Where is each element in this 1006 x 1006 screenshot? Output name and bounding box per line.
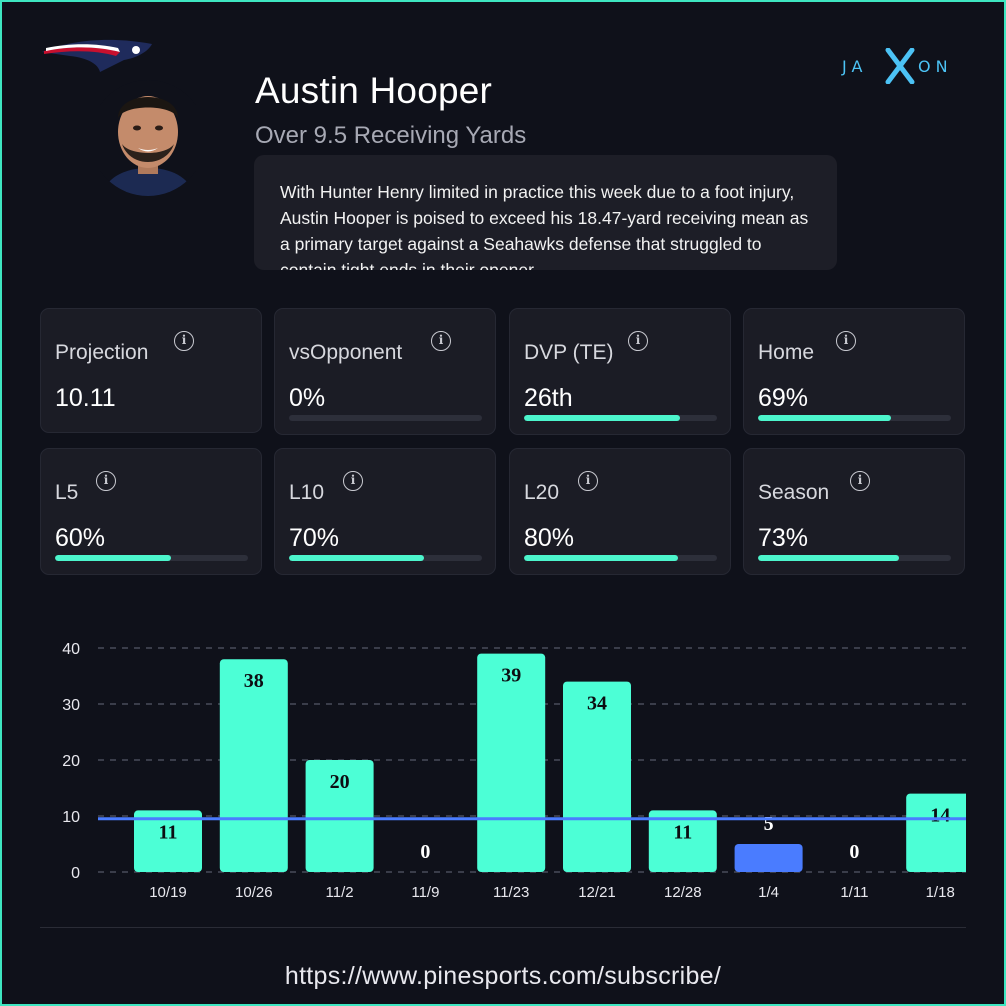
bar-value-label: 11 — [159, 821, 178, 843]
y-tick-label: 30 — [62, 697, 80, 714]
stat-value: 80% — [524, 524, 575, 552]
jaxon-logo: JA ON — [841, 48, 953, 84]
progress-track — [758, 415, 951, 421]
y-tick-label: 40 — [62, 641, 80, 658]
progress-track — [289, 555, 482, 561]
stat-value: 26th — [524, 384, 573, 412]
bar — [134, 810, 202, 872]
x-tick-label: 11/23 — [493, 884, 529, 901]
bar-value-label: 5 — [764, 813, 774, 835]
bar — [734, 844, 803, 872]
bar-value-label: 11 — [673, 821, 692, 843]
stat-label: Projection — [55, 341, 149, 364]
bar-value-label: 20 — [330, 771, 350, 793]
stat-label: DVP (TE) — [524, 341, 614, 364]
bar-value-label: 38 — [244, 670, 264, 692]
bar — [563, 681, 631, 872]
stat-card-l10: L10 i 70% — [274, 448, 496, 575]
info-icon[interactable]: i — [578, 471, 598, 491]
info-icon[interactable]: i — [431, 331, 451, 351]
player-avatar — [100, 80, 196, 196]
x-tick-label: 12/28 — [664, 884, 702, 901]
progress-fill — [289, 555, 425, 561]
analysis-text: With Hunter Henry limited in practice th… — [280, 182, 809, 270]
y-tick-label: 0 — [71, 865, 80, 882]
divider — [40, 927, 966, 928]
progress-track — [758, 555, 951, 561]
bar-value-label: 14 — [930, 805, 950, 827]
info-icon[interactable]: i — [174, 331, 194, 351]
prop-line: Over 9.5 Receiving Yards — [255, 122, 527, 149]
team-logo — [42, 39, 152, 72]
game-log-chart: 0 10 20 30 40 11 10/19 38 10/26 20 11/2 0 11/9 39 11/2… — [62, 641, 966, 901]
stat-label: L10 — [289, 481, 325, 504]
x-tick-label: 11/2 — [326, 884, 354, 901]
stat-value: 0% — [289, 384, 326, 412]
progress-fill — [55, 555, 171, 561]
progress-fill — [758, 415, 892, 421]
stat-value: 73% — [758, 524, 809, 552]
info-icon[interactable]: i — [343, 471, 363, 491]
stat-card-dvp: DVP (TE) i 26th — [509, 308, 731, 435]
bar-value-label: 0 — [420, 841, 430, 863]
player-name: Austin Hooper — [255, 70, 493, 111]
x-tick-label: 11/9 — [411, 884, 439, 901]
stat-value: 10.11 — [55, 384, 116, 412]
info-icon[interactable]: i — [850, 471, 870, 491]
bar — [305, 760, 374, 872]
info-icon[interactable]: i — [96, 471, 116, 491]
x-tick-label: 1/4 — [758, 884, 779, 901]
progress-track — [524, 415, 717, 421]
progress-fill — [524, 555, 679, 561]
x-tick-label: 10/26 — [235, 884, 273, 901]
x-tick-label: 10/19 — [149, 884, 187, 901]
progress-track — [55, 555, 248, 561]
progress-fill — [524, 415, 681, 421]
progress-track — [289, 415, 482, 421]
stat-label: L20 — [524, 481, 560, 504]
svg-text:JA: JA — [841, 57, 867, 76]
stat-value: 70% — [289, 524, 340, 552]
stat-value: 60% — [55, 524, 106, 552]
stat-card-season: Season i 73% — [743, 448, 965, 575]
progress-fill — [758, 555, 899, 561]
bar-value-label: 39 — [501, 665, 521, 687]
stat-card-l5: L5 i 60% — [40, 448, 262, 575]
stat-label: Home — [758, 341, 815, 364]
y-tick-label: 10 — [62, 809, 80, 826]
progress-track — [524, 555, 717, 561]
x-tick-label: 12/21 — [578, 884, 616, 901]
info-icon[interactable]: i — [628, 331, 648, 351]
analysis-box[interactable]: With Hunter Henry limited in practice th… — [254, 155, 837, 270]
info-icon[interactable]: i — [836, 331, 856, 351]
bar — [648, 810, 717, 872]
subscribe-link[interactable]: https://www.pinesports.com/subscribe/ — [284, 962, 722, 990]
bar — [906, 793, 966, 872]
stat-card-vsopponent: vsOpponent i 0% — [274, 308, 496, 435]
x-tick-label: 1/18 — [926, 884, 955, 901]
bar-value-label: 0 — [849, 841, 859, 863]
svg-text:ON: ON — [918, 57, 953, 76]
stat-card-home: Home i 69% — [743, 308, 965, 435]
bar-value-label: 34 — [587, 693, 607, 715]
stat-label: vsOpponent — [289, 341, 403, 364]
y-tick-label: 20 — [62, 753, 80, 770]
stat-label: L5 — [55, 481, 79, 504]
x-tick-label: 1/11 — [840, 884, 868, 901]
stat-card-projection: Projection i 10.11 — [40, 308, 262, 433]
stat-label: Season — [758, 481, 830, 504]
stat-value: 69% — [758, 384, 809, 412]
stat-card-l20: L20 i 80% — [509, 448, 731, 575]
